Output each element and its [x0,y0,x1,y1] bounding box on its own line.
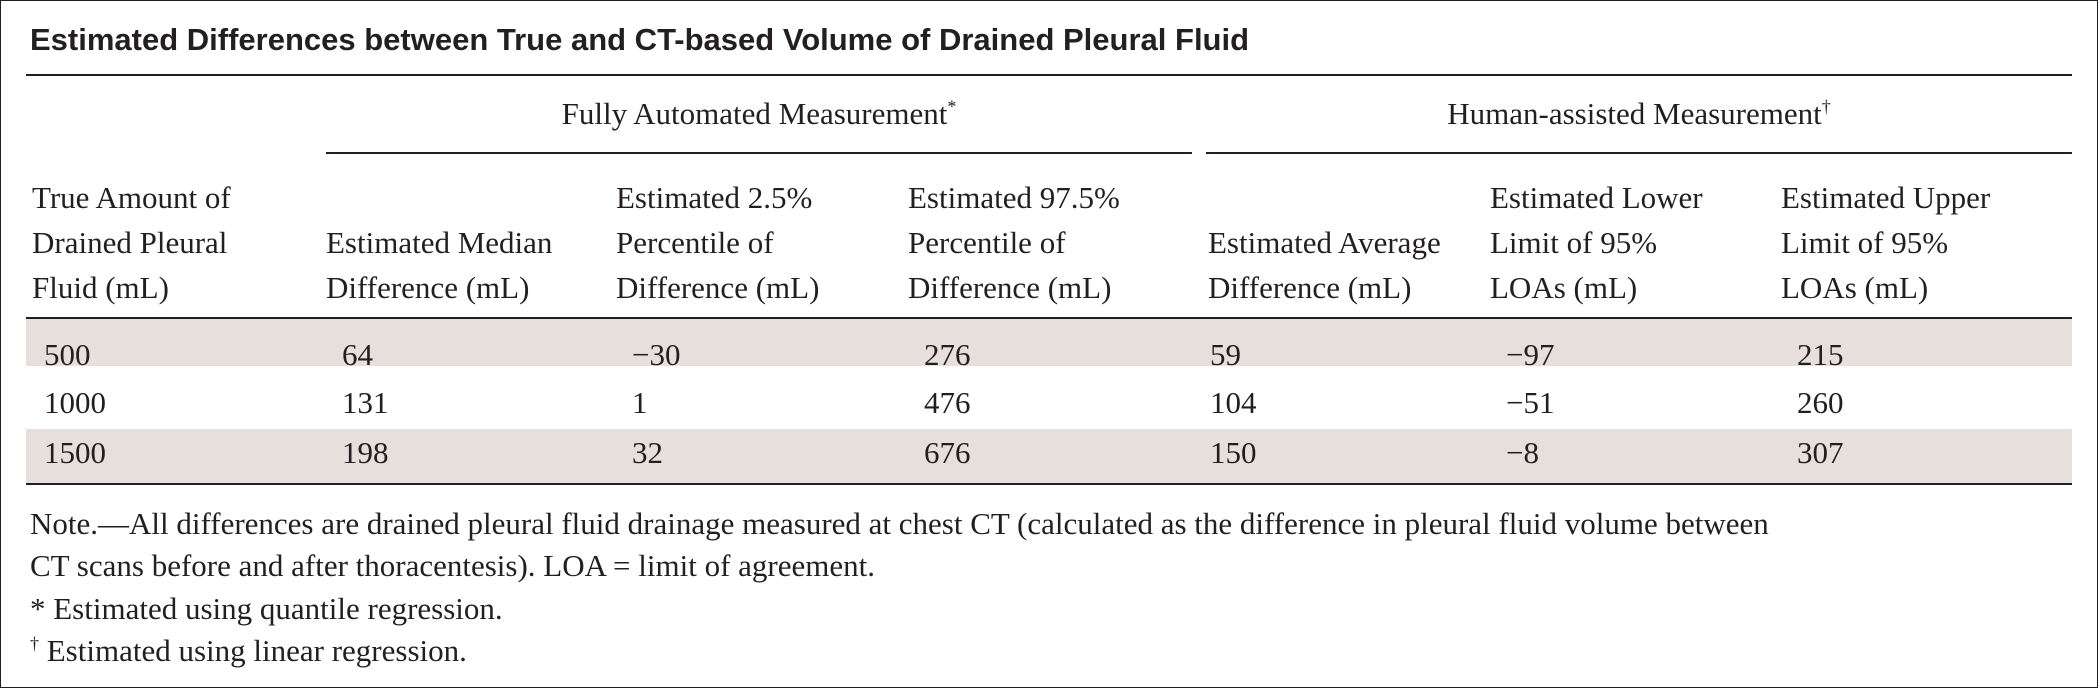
header-line: Estimated Average [1208,225,1441,260]
header-line: Estimated Lower [1490,180,1703,215]
header-line: Limit of 95% [1781,225,1949,260]
header-line: Difference (mL) [1208,270,1412,305]
group-header-human-assisted: Human-assisted Measurement† [1206,96,2072,132]
header-line: Fluid (mL) [32,270,169,305]
cell-lower-limit: −8 [1506,435,1539,470]
header-line: Estimated 97.5% [908,180,1120,215]
header-line: Percentile of [616,225,774,260]
cell-true-amount: 1500 [44,435,106,470]
cell-median-difference: 131 [342,385,389,420]
column-header-lower-limit: Estimated Lower Limit of 95% LOAs (mL) [1490,175,1703,310]
cell-upper-limit: 260 [1797,385,1844,420]
cell-lower-limit: −51 [1506,385,1555,420]
header-line: True Amount of [32,180,231,215]
header-line: LOAs (mL) [1781,270,1929,305]
group-label: Human-assisted Measurement [1447,96,1822,131]
column-header-true-amount: True Amount of Drained Pleural Fluid (mL… [32,175,231,310]
header-line: Limit of 95% [1490,225,1658,260]
footnote-text: Estimated using quantile regression. [45,591,503,626]
header-line: Difference (mL) [616,270,820,305]
group-header-fully-automated: Fully Automated Measurement* [326,96,1192,132]
cell-97-5-percentile: 676 [924,435,971,470]
cell-2-5-percentile: −30 [632,337,681,372]
cell-97-5-percentile: 276 [924,337,971,372]
group-label: Fully Automated Measurement [561,96,948,131]
cell-2-5-percentile: 1 [632,385,648,420]
column-header-97-5-percentile: Estimated 97.5% Percentile of Difference… [908,175,1120,310]
footnote-quantile-regression: * Estimated using quantile regression. [30,588,503,630]
footnote-mark: * [947,96,957,117]
table-note-line-1: Note.—All differences are drained pleura… [30,506,1769,541]
column-header-median-difference: Estimated Median Difference (mL) [326,220,552,310]
cell-lower-limit: −97 [1506,337,1555,372]
header-line: Difference (mL) [908,270,1112,305]
table-title: Estimated Differences between True and C… [30,22,1250,57]
cell-upper-limit: 215 [1797,337,1844,372]
column-header-average-difference: Estimated Average Difference (mL) [1208,220,1441,310]
row-stripe [26,319,2072,366]
column-header-upper-limit: Estimated Upper Limit of 95% LOAs (mL) [1781,175,1990,310]
top-rule [26,74,2072,76]
footnote-mark: † [1821,96,1831,117]
cell-average-difference: 104 [1210,385,1257,420]
cell-97-5-percentile: 476 [924,385,971,420]
cell-true-amount: 1000 [44,385,106,420]
header-line: Estimated Median [326,225,553,260]
group-rule-human-assisted [1206,152,2072,154]
header-line: Difference (mL) [326,270,530,305]
footnote-text: Estimated using linear regression. [39,633,467,668]
footnote-mark: † [30,633,39,654]
bottom-rule [26,483,2072,485]
footnote-mark: * [30,591,46,626]
cell-average-difference: 59 [1210,337,1241,372]
cell-true-amount: 500 [44,337,91,372]
header-line: Drained Pleural [32,225,228,260]
header-line: Estimated 2.5% [616,180,813,215]
group-rule-fully-automated [326,152,1192,154]
column-header-2-5-percentile: Estimated 2.5% Percentile of Difference … [616,175,819,310]
cell-upper-limit: 307 [1797,435,1844,470]
header-line: LOAs (mL) [1490,270,1638,305]
cell-median-difference: 64 [342,337,373,372]
table-note-line-2: CT scans before and after thoracentesis)… [30,548,876,583]
row-stripe [26,429,2072,483]
cell-2-5-percentile: 32 [632,435,663,470]
header-rule [26,317,2072,319]
header-line: Percentile of [908,225,1066,260]
cell-median-difference: 198 [342,435,389,470]
header-line: Estimated Upper [1781,180,1991,215]
cell-average-difference: 150 [1210,435,1257,470]
footnote-linear-regression: † Estimated using linear regression. [30,630,467,672]
